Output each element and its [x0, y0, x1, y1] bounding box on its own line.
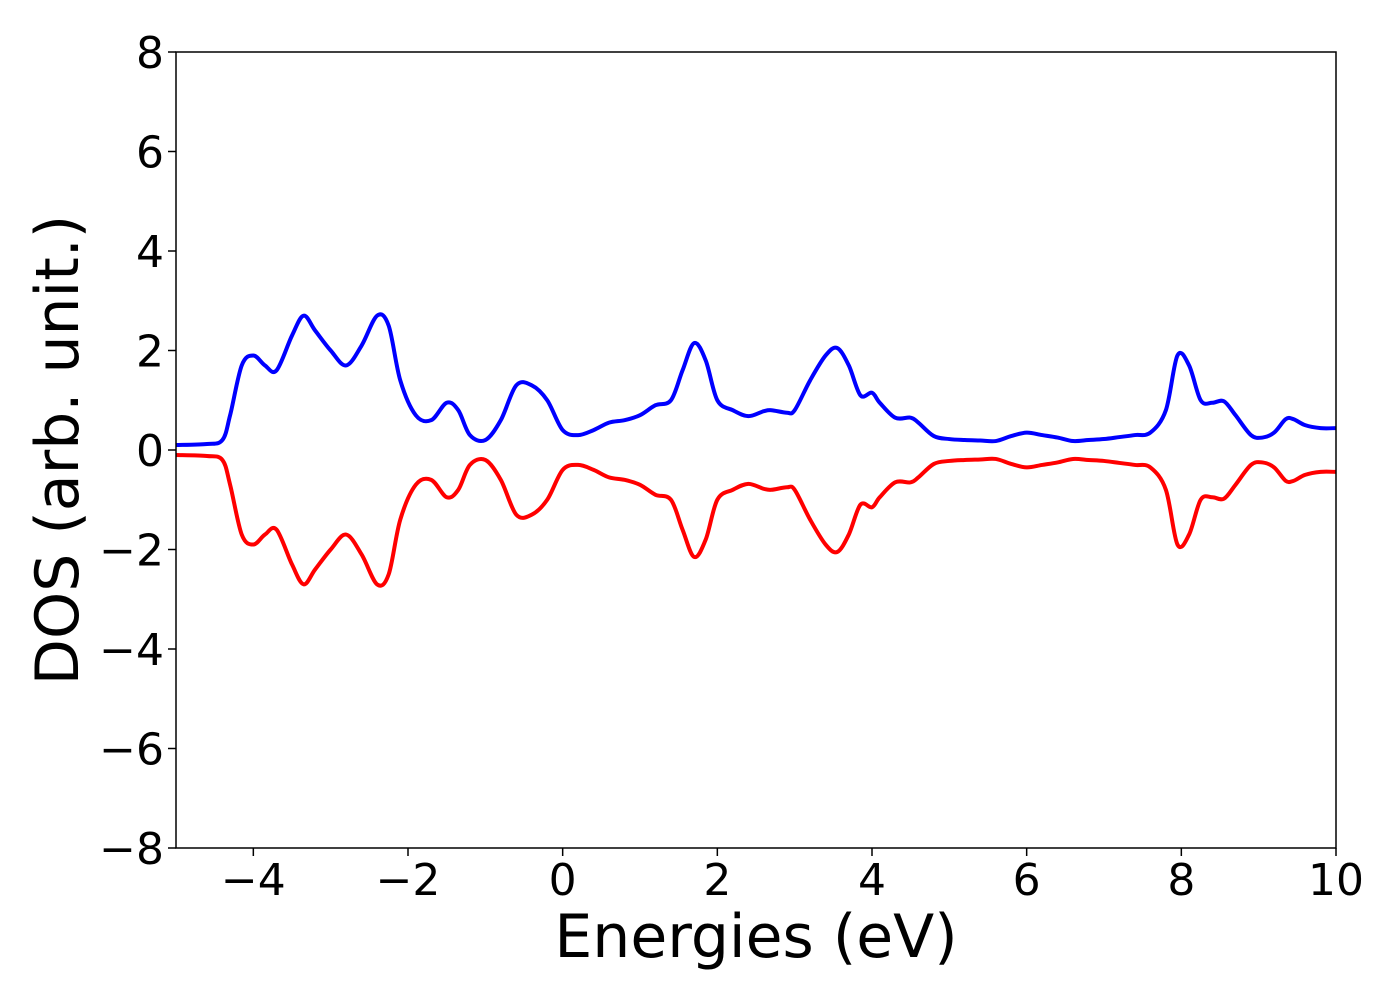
x-axis-title: Energies (eV): [554, 902, 957, 972]
y-tick-label: −8: [99, 824, 164, 875]
y-tick-label: 4: [136, 227, 164, 278]
y-tick-label: 6: [136, 128, 164, 179]
y-tick-label: −6: [99, 725, 164, 776]
x-tick-label: 4: [858, 855, 886, 906]
x-tick-label: 6: [1013, 855, 1041, 906]
x-tick-label: 2: [703, 855, 731, 906]
y-tick-label: −2: [99, 526, 164, 577]
x-tick-label: −4: [221, 855, 286, 906]
plot-frame: [175, 51, 1337, 849]
y-tick-label: −4: [99, 625, 164, 676]
x-tick-label: 10: [1308, 855, 1364, 906]
x-tick-label: 0: [549, 855, 577, 906]
y-axis-title: DOS (arb. unit.): [23, 215, 93, 685]
y-axis: −8 −6 −4 −2 0 2 4 6 8: [99, 28, 176, 875]
series-line-1: [176, 452, 1336, 588]
x-tick-label: −2: [376, 855, 441, 906]
y-tick-label: 8: [136, 28, 164, 79]
x-tick-label: 8: [1167, 855, 1195, 906]
y-tick-label: 0: [136, 426, 164, 477]
x-axis: −4 −2 0 2 4 6 8 10: [221, 848, 1364, 906]
series-line-0: [176, 312, 1336, 448]
series-layer: [176, 312, 1336, 588]
y-tick-label: 2: [136, 327, 164, 378]
